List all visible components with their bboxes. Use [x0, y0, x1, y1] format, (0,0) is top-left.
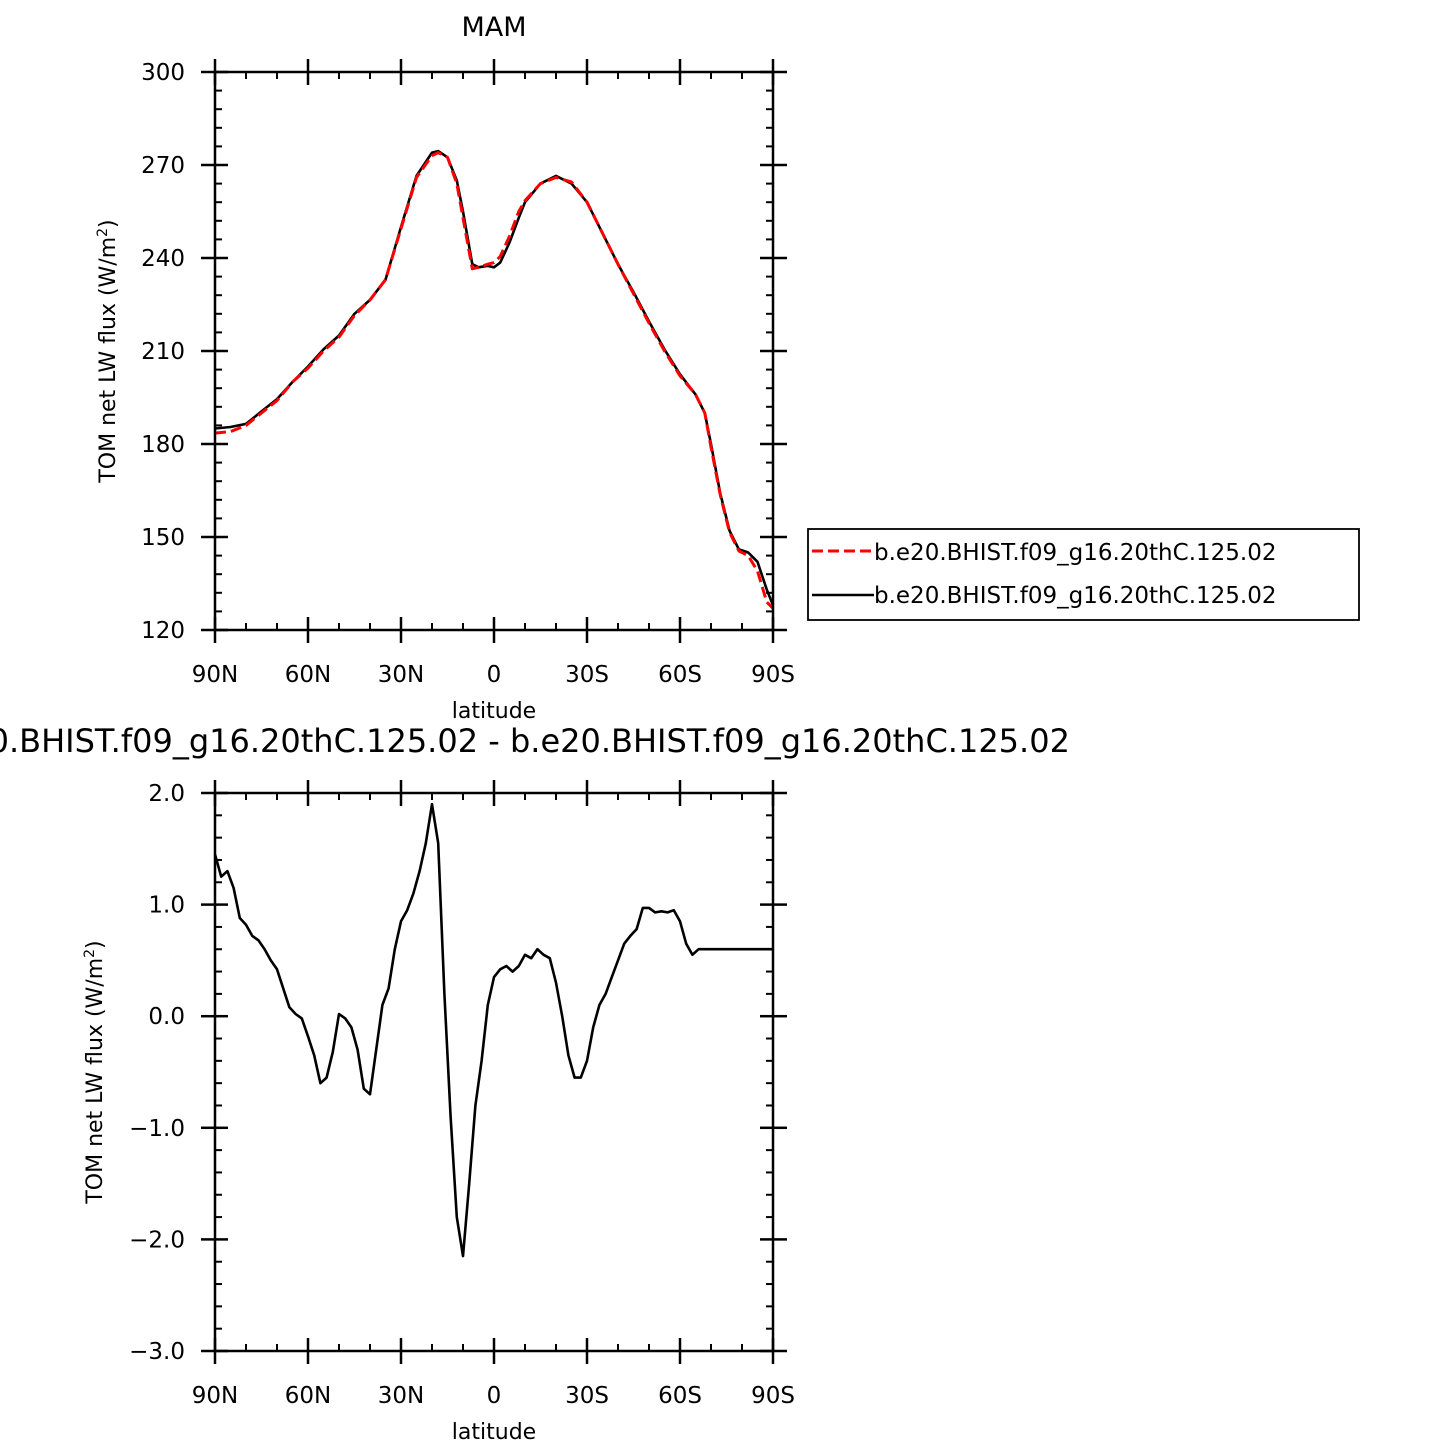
top-xtick-label: 60S	[658, 662, 702, 688]
legend-entry-2: b.e20.BHIST.f09_g16.20thC.125.02	[874, 583, 1276, 609]
top-y-label-main: TOM net LW flux (W/m	[96, 237, 121, 484]
top-ytick-label: 210	[141, 339, 185, 365]
bottom-xtick-label: 90N	[192, 1383, 238, 1409]
top-ytick-label: 180	[141, 432, 185, 458]
top-x-ticks: 90N 60N 30N 0 30S 60S 90S	[192, 59, 795, 688]
bottom-y-label-superscript: 2	[82, 949, 98, 958]
top-y-axis-label: TOM net LW flux (W/m2)	[95, 219, 121, 483]
bottom-chart-title: b.e20.BHIST.f09_g16.20thC.125.02 - b.e20…	[0, 722, 1070, 760]
top-y-ticks: 120 150 180 210 240 270 300	[141, 60, 787, 644]
bottom-series-lines	[213, 802, 773, 1258]
bottom-xtick-label: 0	[487, 1383, 502, 1409]
top-series-line-1	[214, 151, 775, 610]
bottom-ytick-label: 1.0	[148, 893, 185, 919]
top-series-line-2	[214, 149, 775, 606]
top-xtick-label: 0	[487, 662, 502, 688]
top-plot-frame	[213, 70, 775, 632]
top-xtick-label: 90N	[192, 662, 238, 688]
bottom-plot-frame	[213, 791, 775, 1353]
bottom-series-line-1	[213, 802, 773, 1258]
top-x-axis-label: latitude	[452, 699, 536, 724]
top-ytick-label: 120	[141, 618, 185, 644]
bottom-ytick-label: −1.0	[129, 1116, 185, 1142]
bottom-ytick-label: −3.0	[129, 1339, 185, 1365]
bottom-ytick-label: 0.0	[148, 1004, 185, 1030]
bottom-y-label-main: TOM net LW flux (W/m	[83, 958, 108, 1205]
bottom-xtick-label: 60S	[658, 1383, 702, 1409]
top-ytick-label: 150	[141, 525, 185, 551]
top-panel: MAM 120 150 180 210 240 270 300 90N 60N 30N 0 30S 6…	[95, 12, 1360, 724]
bottom-xtick-label: 90S	[751, 1383, 795, 1409]
bottom-x-axis-label: latitude	[452, 1420, 536, 1445]
bottom-panel: b.e20.BHIST.f09_g16.20thC.125.02 - b.e20…	[0, 722, 1070, 1445]
bottom-y-label-tail: )	[83, 940, 108, 949]
top-xtick-label: 60N	[285, 662, 331, 688]
top-y-label-tail: )	[96, 219, 121, 228]
legend-entry-1: b.e20.BHIST.f09_g16.20thC.125.02	[874, 540, 1276, 566]
bottom-xtick-label: 30S	[565, 1383, 609, 1409]
top-series-lines	[214, 149, 775, 610]
legend-box	[807, 528, 1360, 621]
bottom-x-ticks: 90N 60N 30N 0 30S 60S 90S	[192, 780, 795, 1409]
bottom-y-axis-label: TOM net LW flux (W/m2)	[82, 940, 108, 1204]
top-y-label-superscript: 2	[95, 228, 111, 237]
top-xtick-label: 90S	[751, 662, 795, 688]
top-ytick-label: 240	[141, 246, 185, 272]
bottom-ytick-label: 2.0	[148, 781, 185, 807]
top-xtick-label: 30S	[565, 662, 609, 688]
top-chart-title: MAM	[461, 12, 526, 43]
bottom-xtick-label: 60N	[285, 1383, 331, 1409]
top-xtick-label: 30N	[378, 662, 424, 688]
bottom-y-ticks: −3.0 −2.0 −1.0 0.0 1.0 2.0	[129, 781, 787, 1365]
bottom-xtick-label: 30N	[378, 1383, 424, 1409]
bottom-ytick-label: −2.0	[129, 1227, 185, 1253]
top-ytick-label: 270	[141, 153, 185, 179]
legend: b.e20.BHIST.f09_g16.20thC.125.02 b.e20.B…	[807, 528, 1360, 621]
top-ytick-label: 300	[141, 60, 185, 86]
